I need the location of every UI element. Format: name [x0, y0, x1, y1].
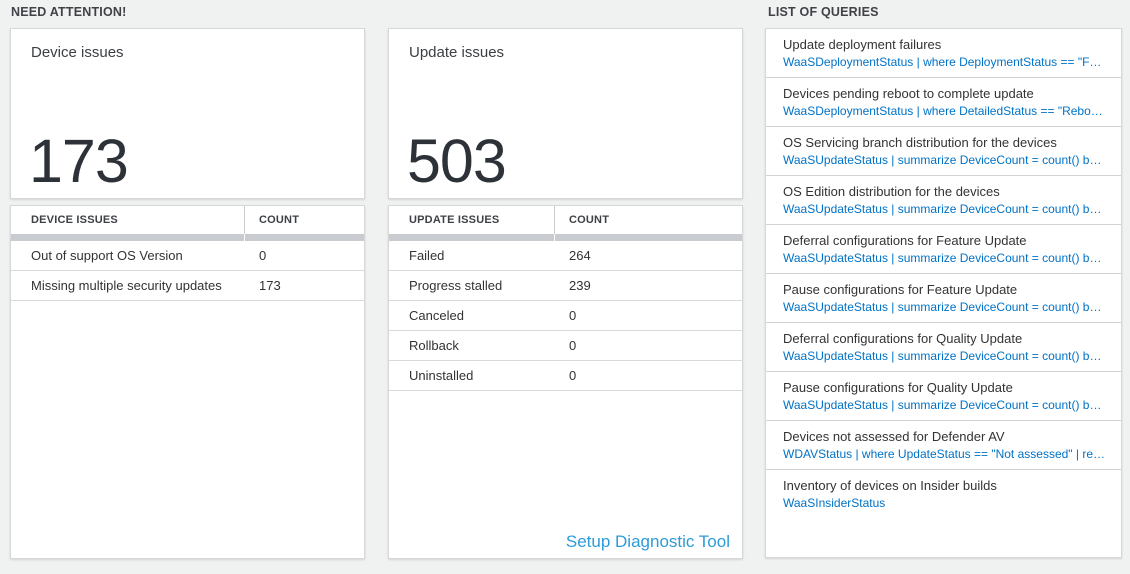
row-count: 0: [569, 368, 577, 383]
query-list-item[interactable]: Update deployment failures WaaSDeployment…: [766, 29, 1121, 78]
query-text-link[interactable]: WaaSUpdateStatus | summarize DeviceCount…: [783, 202, 1107, 216]
query-list-item[interactable]: Deferral configurations for Feature Upda…: [766, 225, 1121, 274]
query-text-link[interactable]: WaaSUpdateStatus | summarize DeviceCount…: [783, 153, 1107, 167]
query-text-link[interactable]: WaaSDeploymentStatus | where DetailedSta…: [783, 104, 1107, 118]
device-issues-table: DEVICE ISSUES COUNT Out of support OS Ve…: [10, 205, 365, 559]
device-issues-count: 173: [29, 127, 129, 195]
update-table-col-issues: UPDATE ISSUES: [409, 214, 500, 226]
row-label: Canceled: [409, 308, 464, 323]
update-issues-tile[interactable]: Update issues 503: [388, 28, 743, 199]
device-issue-row[interactable]: Missing multiple security updates 173: [11, 271, 364, 301]
row-count: 239: [569, 278, 591, 293]
device-issues-title: Device issues: [31, 44, 124, 61]
row-count: 264: [569, 248, 591, 263]
device-table-col-issues: DEVICE ISSUES: [31, 214, 118, 226]
query-title: OS Servicing branch distribution for the…: [783, 135, 1057, 150]
query-text-link[interactable]: WaaSUpdateStatus | summarize DeviceCount…: [783, 300, 1107, 314]
update-issue-row[interactable]: Rollback 0: [389, 331, 742, 361]
update-issue-row[interactable]: Progress stalled 239: [389, 271, 742, 301]
query-title: Inventory of devices on Insider builds: [783, 478, 997, 493]
list-of-queries-header: LIST OF QUERIES: [768, 5, 879, 19]
query-text-link[interactable]: WDAVStatus | where UpdateStatus == "Not …: [783, 447, 1107, 461]
query-list-item[interactable]: OS Edition distribution for the devices W…: [766, 176, 1121, 225]
update-issue-row[interactable]: Canceled 0: [389, 301, 742, 331]
query-list-item[interactable]: Devices pending reboot to complete updat…: [766, 78, 1121, 127]
device-issues-tile[interactable]: Device issues 173: [10, 28, 365, 199]
row-label: Progress stalled: [409, 278, 503, 293]
query-list-item[interactable]: Inventory of devices on Insider builds Wa…: [766, 470, 1121, 518]
query-title: Pause configurations for Feature Update: [783, 282, 1018, 297]
row-label: Failed: [409, 248, 445, 263]
row-label: Uninstalled: [409, 368, 474, 383]
table-header-bar: [389, 234, 742, 241]
device-issue-row[interactable]: Out of support OS Version 0: [11, 241, 364, 271]
update-table-header: UPDATE ISSUES COUNT: [389, 206, 742, 234]
update-issues-title: Update issues: [409, 44, 505, 61]
need-attention-header: NEED ATTENTION!: [11, 5, 127, 19]
setup-diagnostic-tool-link[interactable]: Setup Diagnostic Tool: [565, 532, 730, 551]
update-issues-table: UPDATE ISSUES COUNT Failed 264 Progress st…: [388, 205, 743, 559]
row-label: Missing multiple security updates: [31, 278, 222, 293]
query-title: Update deployment failures: [783, 37, 942, 52]
query-title: Devices pending reboot to complete updat…: [783, 86, 1034, 101]
device-table-col-count: COUNT: [244, 206, 364, 234]
update-issues-count: 503: [407, 127, 507, 195]
update-issue-row[interactable]: Failed 264: [389, 241, 742, 271]
row-count: 0: [259, 248, 267, 263]
query-text-link[interactable]: WaaSInsiderStatus: [783, 496, 886, 510]
query-list-item[interactable]: Pause configurations for Feature Update W…: [766, 274, 1121, 323]
query-list-item[interactable]: Pause configurations for Quality Update W…: [766, 372, 1121, 421]
row-count: 173: [259, 278, 281, 293]
row-count: 0: [569, 338, 577, 353]
query-title: Deferral configurations for Quality Upda…: [783, 331, 1023, 346]
update-issue-row[interactable]: Uninstalled 0: [389, 361, 742, 391]
query-text-link[interactable]: WaaSUpdateStatus | summarize DeviceCount…: [783, 251, 1107, 265]
query-list-item[interactable]: Devices not assessed for Defender AV WDAV…: [766, 421, 1121, 470]
query-title: OS Edition distribution for the devices: [783, 184, 1000, 199]
row-label: Out of support OS Version: [31, 248, 183, 263]
query-title: Devices not assessed for Defender AV: [783, 429, 1005, 444]
device-table-header: DEVICE ISSUES COUNT: [11, 206, 364, 234]
query-title: Pause configurations for Quality Update: [783, 380, 1013, 395]
query-text-link[interactable]: WaaSUpdateStatus | summarize DeviceCount…: [783, 398, 1107, 412]
update-table-col-count: COUNT: [554, 206, 742, 234]
query-list-panel: Update deployment failures WaaSDeployment…: [765, 28, 1122, 558]
query-title: Deferral configurations for Feature Upda…: [783, 233, 1027, 248]
row-label: Rollback: [409, 338, 459, 353]
row-count: 0: [569, 308, 577, 323]
query-text-link[interactable]: WaaSUpdateStatus | summarize DeviceCount…: [783, 349, 1107, 363]
table-header-bar: [11, 234, 364, 241]
query-list-item[interactable]: OS Servicing branch distribution for the…: [766, 127, 1121, 176]
query-list-item[interactable]: Deferral configurations for Quality Upda…: [766, 323, 1121, 372]
query-text-link[interactable]: WaaSDeploymentStatus | where DeploymentS…: [783, 55, 1107, 69]
